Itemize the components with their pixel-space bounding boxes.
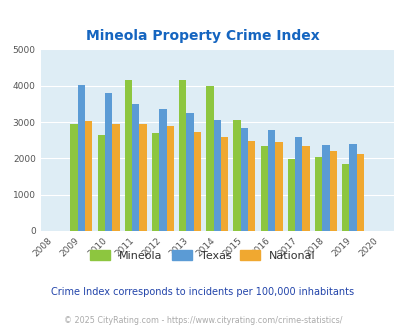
Bar — [77, 85, 85, 231]
Bar — [294, 137, 302, 231]
Bar — [349, 144, 356, 231]
Bar — [97, 135, 104, 231]
Bar — [186, 114, 193, 231]
Bar — [151, 133, 159, 231]
Legend: Mineola, Texas, National: Mineola, Texas, National — [87, 247, 318, 264]
Bar — [329, 151, 336, 231]
Bar — [302, 147, 309, 231]
Bar — [275, 142, 282, 231]
Bar — [132, 104, 139, 231]
Text: © 2025 CityRating.com - https://www.cityrating.com/crime-statistics/: © 2025 CityRating.com - https://www.city… — [64, 315, 341, 325]
Bar — [193, 132, 200, 231]
Bar — [112, 124, 119, 231]
Bar — [287, 159, 294, 231]
Bar — [179, 80, 186, 231]
Bar — [260, 147, 267, 231]
Bar — [233, 120, 240, 231]
Text: Crime Index corresponds to incidents per 100,000 inhabitants: Crime Index corresponds to incidents per… — [51, 287, 354, 297]
Bar — [166, 126, 173, 231]
Bar — [247, 141, 255, 231]
Bar — [240, 128, 247, 231]
Bar — [322, 145, 329, 231]
Bar — [206, 86, 213, 231]
Bar — [220, 137, 228, 231]
Bar — [139, 124, 146, 231]
Text: Mineola Property Crime Index: Mineola Property Crime Index — [86, 29, 319, 43]
Bar — [124, 80, 132, 231]
Bar — [85, 121, 92, 231]
Bar — [70, 124, 77, 231]
Bar — [341, 164, 349, 231]
Bar — [314, 157, 322, 231]
Bar — [213, 120, 220, 231]
Bar — [356, 154, 363, 231]
Bar — [267, 130, 275, 231]
Bar — [104, 93, 112, 231]
Bar — [159, 109, 166, 231]
